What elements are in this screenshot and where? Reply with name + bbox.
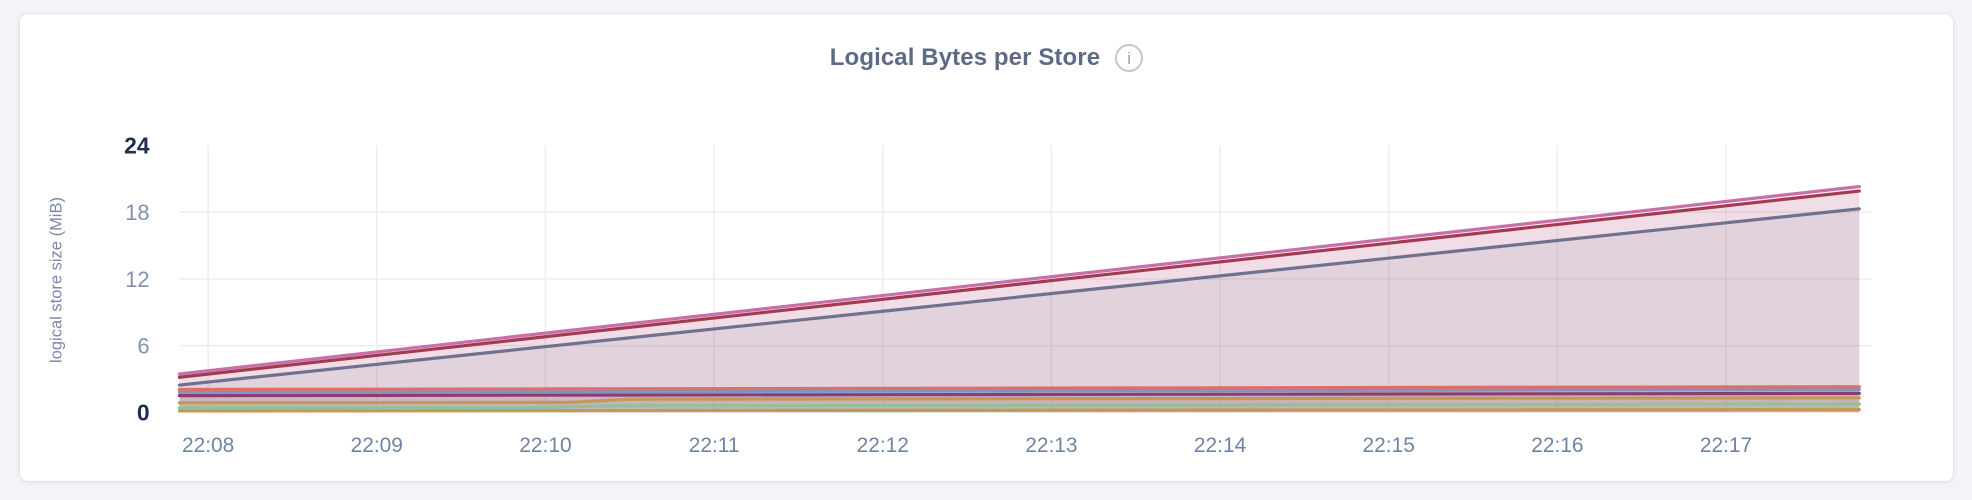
series-line [177,402,1861,410]
y-tick-label: 18 [125,200,149,225]
info-icon-glyph: i [1127,48,1132,68]
x-tick-label: 22:08 [182,434,234,457]
series-area [179,208,1860,413]
area-chart[interactable]: 0 6 12 18 24 22:08 22:09 22:10 22:11 22:12 22:13 22… [20,14,1953,481]
y-tick-label: 12 [125,267,149,292]
series-line [177,396,1861,405]
info-icon[interactable]: i [1115,44,1144,72]
x-tick-label: 22:09 [351,434,403,457]
chart-title: Logical Bytes per Store [829,44,1101,71]
y-tick-label: 0 [137,399,150,425]
series-line [177,189,1861,379]
series-line [177,407,1861,413]
y-tick-label: 24 [124,132,150,158]
chart-header: Logical Bytes per Store i [20,44,1953,72]
x-tick-label: 22:12 [857,434,909,457]
series-line [177,207,1861,387]
x-tick-label: 22:11 [689,434,740,457]
x-tick-label: 22:17 [1700,434,1752,457]
x-tick-label: 22:13 [1025,434,1077,457]
y-tick-label: 6 [137,334,149,359]
x-tick-label: 22:15 [1363,434,1415,457]
x-tick-label: 22:10 [519,434,571,457]
series-line [177,385,1861,392]
series-area [179,186,1860,413]
x-tick-label: 22:16 [1531,434,1583,457]
series-line [177,387,1861,394]
series-line [177,391,1861,398]
y-axis-title: logical store size (MiB) [47,197,66,363]
chart-card: Logical Bytes per Store i logical store … [19,13,1954,482]
x-tick-label: 22:14 [1194,434,1247,457]
series-area [179,191,1860,413]
series-line [177,184,1861,376]
